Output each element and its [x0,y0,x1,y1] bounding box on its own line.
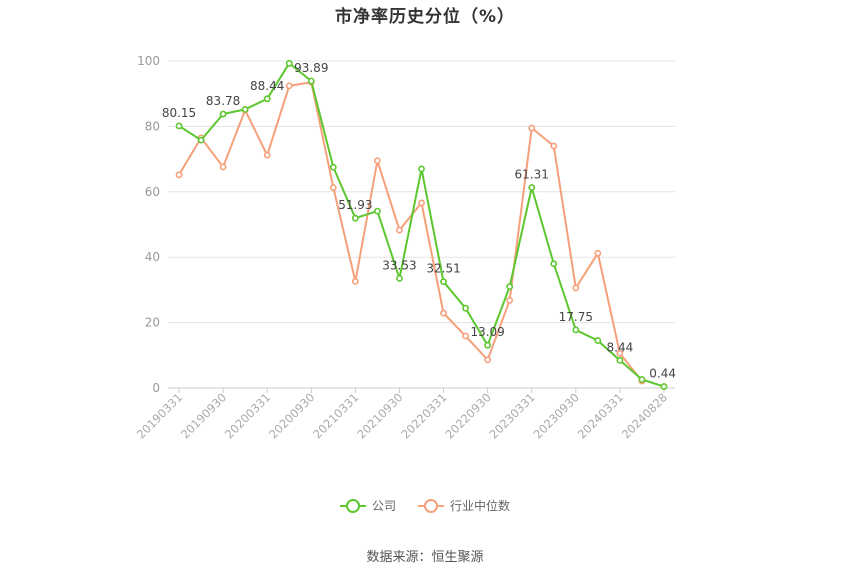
legend: 公司 行业中位数 [0,497,850,514]
data-label-company: 93.89 [294,61,328,75]
data-point-company[interactable] [572,326,580,334]
x-tick-label: 20230930 [531,390,582,441]
data-label-company: 32.51 [426,262,460,276]
data-point-industry-median[interactable] [329,184,337,191]
data-point-company[interactable] [285,59,293,67]
series-line-industry-median [178,81,643,382]
y-tick-label: 60 [145,185,160,199]
data-point-company[interactable] [263,95,271,103]
x-tick-label: 20200930 [266,390,317,441]
x-tick-label: 20230331 [487,390,538,441]
x-tick-label: 20240331 [575,390,626,441]
data-point-company[interactable] [440,278,447,286]
legend-item-industry-median[interactable]: 行业中位数 [418,497,510,514]
y-tick-label: 20 [145,316,160,330]
data-label-company: 51.93 [338,198,372,212]
data-point-industry-median[interactable] [219,163,227,171]
data-point-industry-median[interactable] [550,142,558,150]
data-point-company[interactable] [219,110,227,118]
y-tick-label: 40 [145,250,160,264]
x-tick-label: 20190331 [134,390,185,441]
data-source-note: 数据来源：恒生聚源 [366,550,484,565]
data-point-company[interactable] [418,165,425,173]
data-point-company[interactable] [329,163,337,171]
x-tick-label: 20210930 [354,390,405,441]
data-label-company: 88.44 [250,79,284,93]
data-point-industry-median[interactable] [351,277,359,285]
data-label-company: 17.75 [559,310,593,324]
data-point-company[interactable] [506,283,514,291]
data-label-company: 0.44 [649,367,676,381]
y-tick-label: 100 [137,54,160,68]
data-point-industry-median[interactable] [506,296,514,304]
data-point-company[interactable] [175,122,183,130]
data-point-industry-median[interactable] [616,349,624,357]
data-point-industry-median[interactable] [374,157,381,165]
chart-title: 市净率历史分位（%） [334,7,516,27]
data-point-industry-median[interactable] [418,199,425,207]
data-point-company[interactable] [484,341,492,349]
data-point-company[interactable] [528,184,536,191]
data-point-industry-median[interactable] [572,284,580,292]
data-label-company: 61.31 [515,168,549,182]
data-label-company: 80.15 [162,106,196,120]
data-point-company[interactable] [241,105,249,113]
data-point-company[interactable] [351,214,359,222]
data-point-industry-median[interactable] [396,226,403,234]
data-point-company[interactable] [307,77,315,85]
data-label-company: 33.53 [382,258,416,272]
data-point-industry-median[interactable] [175,171,183,179]
data-point-company[interactable] [550,260,558,268]
x-tick-label: 20190930 [178,390,229,441]
data-point-industry-median[interactable] [462,332,469,340]
data-point-industry-median[interactable] [263,151,271,159]
y-tick-label: 0 [152,381,160,395]
legend-item-company[interactable]: 公司 [339,497,396,514]
data-point-industry-median[interactable] [528,124,536,132]
data-point-company[interactable] [594,337,602,344]
legend-marker-company [339,498,366,513]
x-tick-label: 20220930 [442,390,493,441]
x-tick-label: 20210331 [310,390,361,441]
data-point-company[interactable] [462,304,469,312]
data-point-company[interactable] [616,357,624,364]
data-label-company: 83.78 [206,94,240,108]
data-point-industry-median[interactable] [285,82,293,90]
data-point-company[interactable] [197,136,205,144]
data-point-company[interactable] [374,207,381,215]
data-label-company: 8.44 [607,340,634,354]
data-point-company[interactable] [396,274,403,282]
data-point-company[interactable] [638,376,646,383]
x-tick-label: 20200331 [222,390,273,441]
data-point-company[interactable] [660,383,668,390]
series-line-company [178,62,665,388]
legend-marker-industry-median [418,498,444,513]
data-point-industry-median[interactable] [484,356,492,364]
y-tick-label: 80 [145,119,160,133]
data-point-industry-median[interactable] [440,309,447,317]
legend-label-industry-median: 行业中位数 [450,499,511,513]
x-tick-label: 20240828 [619,390,670,441]
data-point-industry-median[interactable] [594,249,602,257]
legend-label-company: 公司 [371,499,396,513]
x-tick-label: 20220331 [398,390,449,441]
data-label-company: 13.09 [470,325,504,339]
